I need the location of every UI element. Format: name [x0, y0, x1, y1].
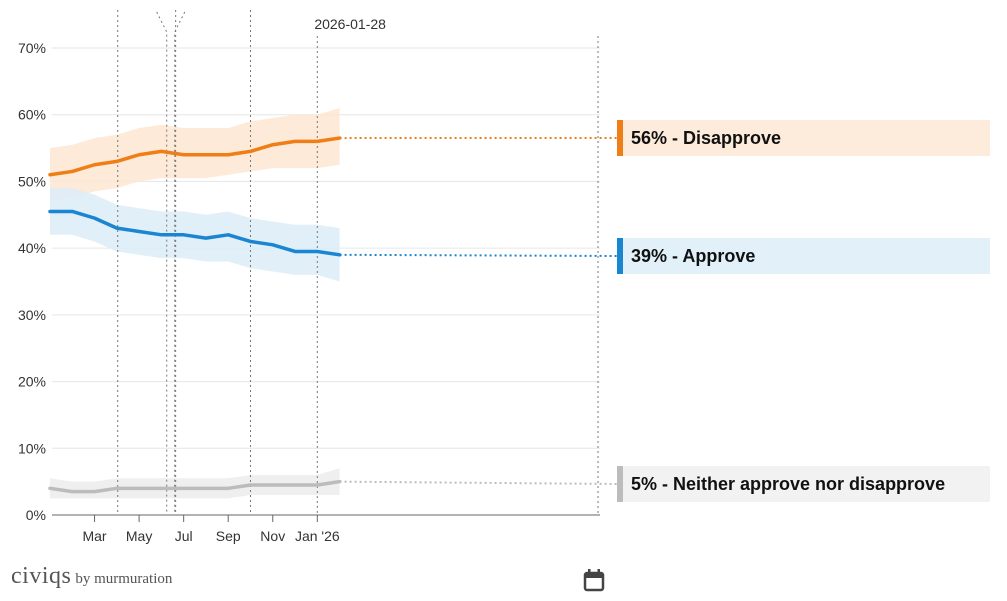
brand-name: civiqs: [11, 563, 72, 589]
y-tick-label: 60%: [18, 107, 46, 123]
brand-suffix: by murmuration: [75, 571, 173, 587]
y-tick-label: 20%: [18, 374, 46, 390]
label-neither: 5% - Neither approve nor disapprove: [617, 466, 990, 502]
label-disapprove: 56% - Disapprove: [617, 120, 990, 156]
line-neither-approve-nor-disapprove: [48, 479, 342, 494]
y-tick-label: 50%: [18, 173, 46, 189]
event-bracket-left: [156, 11, 168, 515]
y-tick-label: 40%: [18, 240, 46, 256]
x-tick-label: Nov: [260, 528, 285, 544]
label-approve: 39% - Approve: [617, 238, 990, 274]
current-date-label: 2026-01-28: [314, 16, 386, 32]
y-axis: 0% 10% 20% 30% 40% 50% 60% 70%: [18, 40, 46, 523]
y-tick-label: 10%: [18, 440, 46, 456]
x-tick-label: Mar: [82, 528, 106, 544]
x-tick-label: May: [126, 528, 152, 544]
connector-1: [339, 253, 618, 257]
band-neither-approve-nor-disapprove: [50, 468, 340, 499]
x-tick-label: Jul: [175, 528, 193, 544]
connector-2: [339, 480, 618, 485]
line-disapprove: [48, 136, 342, 177]
y-tick-label: 0%: [26, 507, 46, 523]
event-lines: 2026-01-28: [117, 10, 599, 515]
civiqs-logo[interactable]: civiqs by murmuration: [11, 563, 172, 590]
calendar-icon[interactable]: [583, 568, 605, 592]
event-bracket-right: [174, 11, 186, 515]
x-tick-label: Jan '26: [295, 528, 340, 544]
series-lines: [48, 136, 342, 494]
y-tick-label: 30%: [18, 307, 46, 323]
line-approve: [48, 209, 342, 257]
y-tick-label: 70%: [18, 40, 46, 56]
end-label-connectors: [339, 137, 618, 485]
x-axis: Mar May Jul Sep Nov Jan '26: [52, 514, 600, 544]
x-tick-label: Sep: [216, 528, 241, 544]
